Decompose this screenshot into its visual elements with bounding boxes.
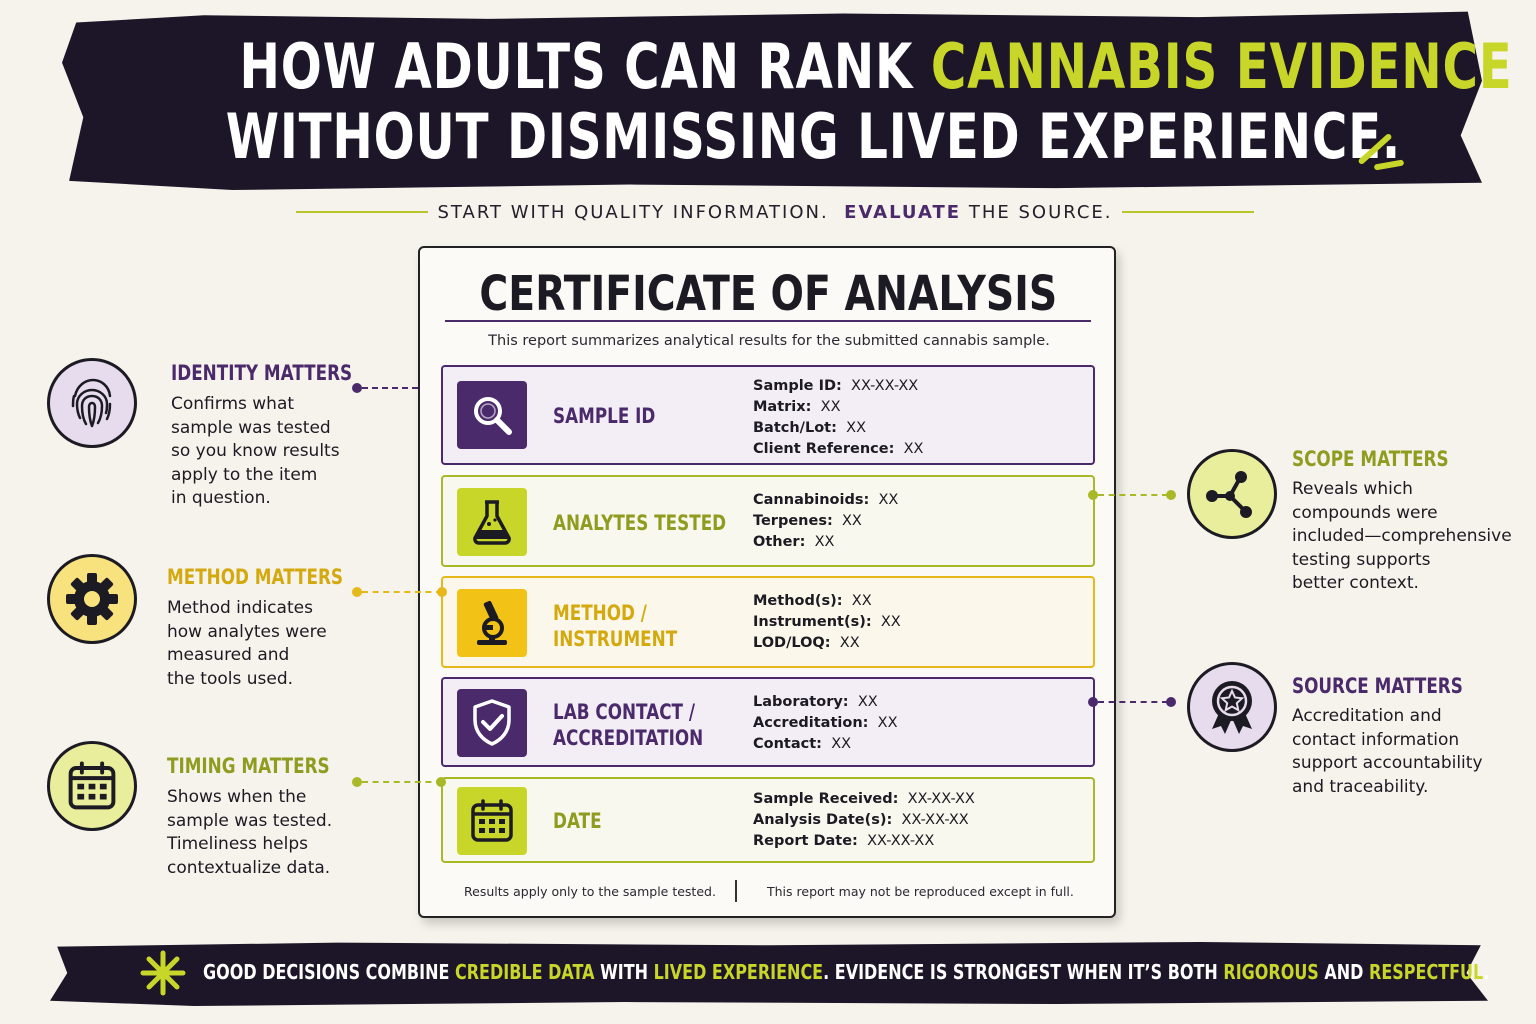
certificate-description: This report summarizes analytical result… (488, 333, 1050, 349)
source-text: Accreditation and contact information su… (1292, 706, 1483, 797)
row-fields: Method(s): XX Instrument(s): XX LOD/LOQ:… (753, 593, 901, 651)
scope-text: Reveals which compounds were included—co… (1292, 479, 1512, 594)
subtitle-rule-left (296, 211, 428, 213)
row-label: METHOD / INSTRUMENT (553, 601, 678, 651)
subtitle-rule-right (1122, 211, 1254, 213)
subtitle: START WITH QUALITY INFORMATION. EVALUATE… (437, 202, 1113, 223)
microscope-icon (457, 589, 527, 657)
row-label: LAB CONTACT / ACCREDITATION (553, 700, 704, 750)
asterisk-icon (140, 950, 186, 996)
timing-connector (362, 781, 442, 783)
source-heading: SOURCE MATTERS (1292, 674, 1463, 698)
footnote-divider (735, 880, 737, 902)
certificate-title-rule (445, 320, 1091, 322)
row-fields: Sample ID: XX-XX-XX Matrix: XX Batch/Lot… (753, 378, 924, 457)
row-lab-contact: LAB CONTACT / ACCREDITATION Laboratory: X… (441, 677, 1095, 767)
identity-heading: IDENTITY MATTERS (171, 361, 353, 385)
connector-dot (1088, 490, 1098, 500)
identity-text: Confirms what sample was tested so you k… (171, 394, 340, 509)
connector-dot (1166, 490, 1176, 500)
headline-line-2: WITHOUT DISMISSING LIVED EXPERIENCE. (225, 100, 1402, 173)
row-fields: Cannabinoids: XX Terpenes: XX Other: XX (753, 492, 899, 550)
method-connector (362, 591, 442, 593)
molecule-icon (1187, 449, 1277, 539)
flask-icon (457, 488, 527, 556)
timing-text: Shows when the sample was tested. Timeli… (167, 787, 333, 878)
row-method-instrument: METHOD / INSTRUMENT Method(s): XX Instrum… (441, 576, 1095, 668)
timing-heading: TIMING MATTERS (167, 754, 330, 778)
row-date: DATE Sample Received: XX-XX-XX Analysis … (441, 777, 1095, 863)
connector-dot (352, 587, 362, 597)
gear-icon (47, 554, 137, 644)
connector-dot (437, 587, 447, 597)
fingerprint-icon (47, 358, 137, 448)
row-sample-id: SAMPLE ID Sample ID: XX-XX-XX Matrix: XX… (441, 365, 1095, 465)
method-text: Method indicates how analytes were measu… (167, 598, 327, 689)
magnifier-icon (457, 381, 527, 449)
shield-check-icon (457, 689, 527, 757)
row-fields: Laboratory: XX Accreditation: XX Contact… (753, 694, 898, 752)
headline-line-1: HOW ADULTS CAN RANK CANNABIS EVIDENCE (239, 30, 1513, 103)
scope-connector (1098, 494, 1168, 496)
row-analytes-tested: ANALYTES TESTED Cannabinoids: XX Terpene… (441, 475, 1095, 567)
method-heading: METHOD MATTERS (167, 565, 344, 589)
source-connector (1098, 701, 1168, 703)
calendar-icon (47, 741, 137, 831)
identity-connector (362, 387, 418, 389)
connector-dot (1088, 697, 1098, 707)
certificate-footnote-right: This report may not be reproduced except… (767, 884, 1074, 899)
calendar-icon (457, 787, 527, 855)
row-label: SAMPLE ID (553, 404, 656, 428)
footer-statement: GOOD DECISIONS COMBINE CREDIBLE DATA WIT… (203, 960, 1490, 984)
award-badge-icon (1187, 662, 1277, 752)
title-banner (62, 11, 1482, 190)
connector-dot (436, 777, 446, 787)
connector-dot (352, 383, 362, 393)
headline-highlight: CANNABIS EVIDENCE (930, 30, 1513, 103)
connector-dot (1166, 697, 1176, 707)
certificate-title: CERTIFICATE OF ANALYSIS (479, 266, 1057, 322)
row-label: ANALYTES TESTED (553, 511, 727, 535)
row-label: DATE (553, 809, 602, 833)
row-fields: Sample Received: XX-XX-XX Analysis Date(… (753, 791, 975, 849)
footer-banner (50, 941, 1488, 1006)
certificate-footnote-left: Results apply only to the sample tested. (464, 884, 716, 899)
scope-heading: SCOPE MATTERS (1292, 447, 1449, 471)
connector-dot (352, 777, 362, 787)
